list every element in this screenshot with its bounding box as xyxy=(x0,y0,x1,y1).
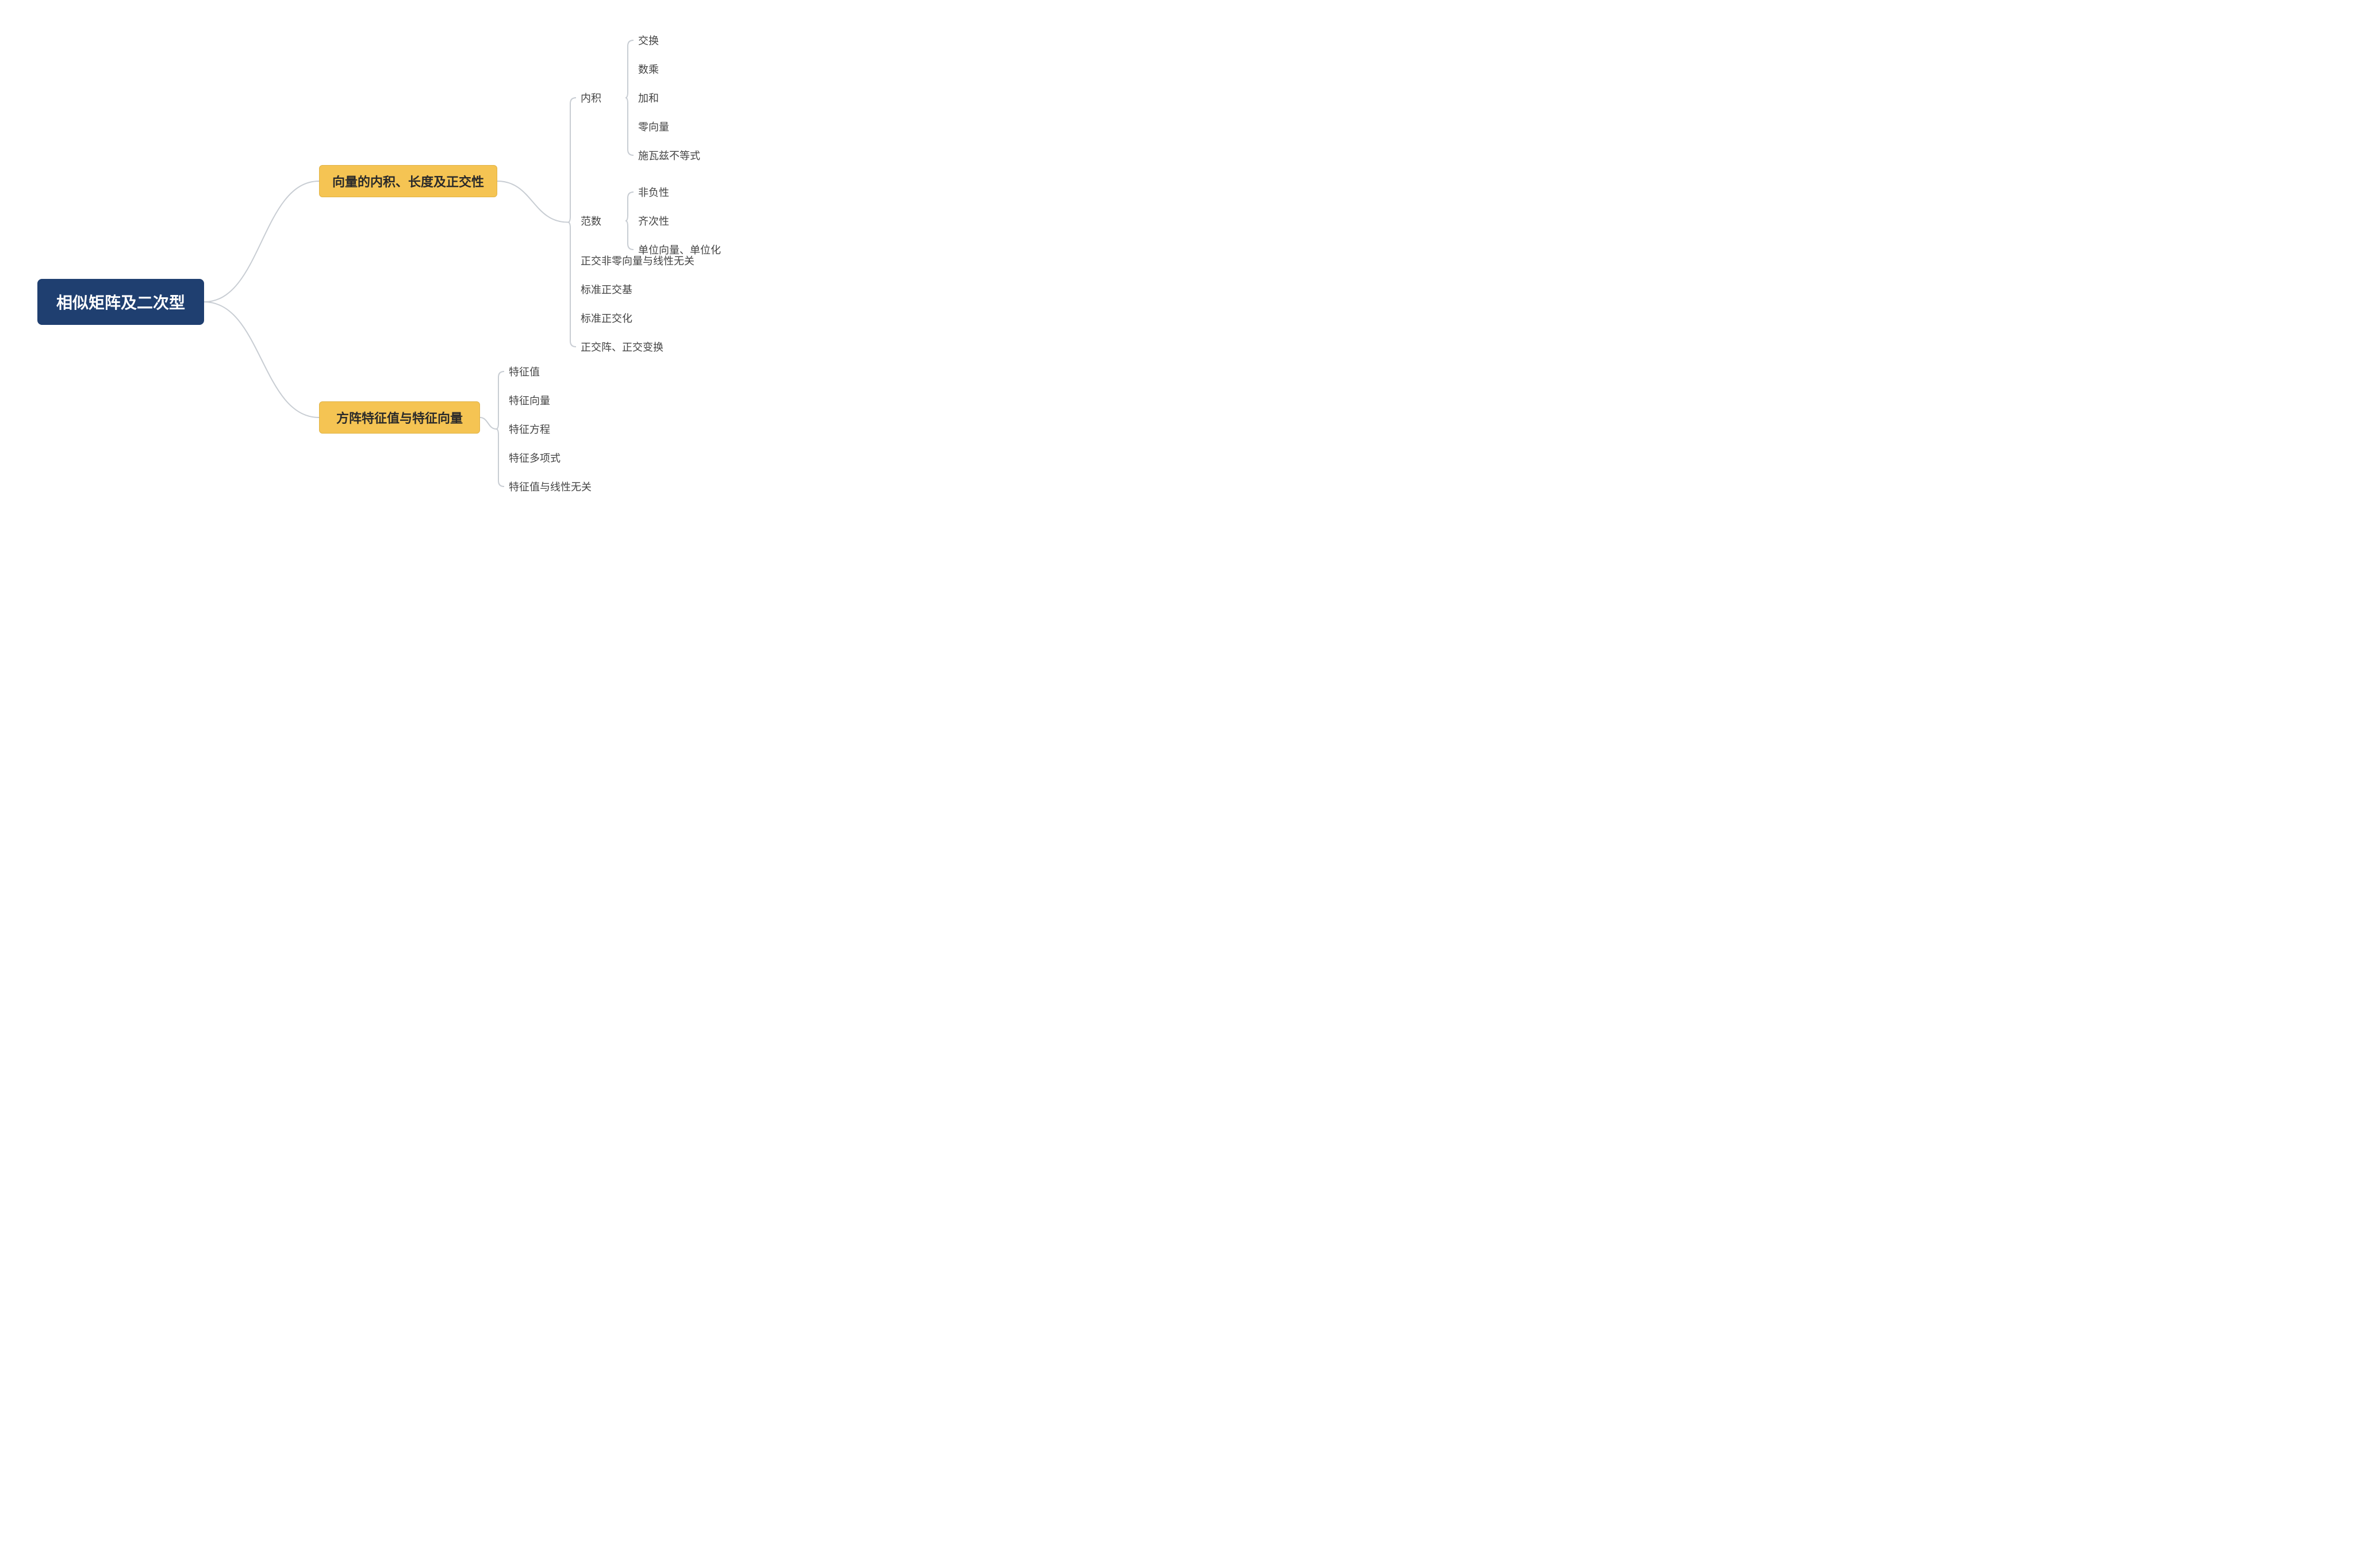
branch-2: 方阵特征值与特征向量 xyxy=(319,401,480,434)
s1-leaf-0: 交换 xyxy=(638,29,659,52)
mindmap-canvas: 相似矩阵及二次型 向量的内积、长度及正交性 交换数乘加和零向量施瓦兹不等式 内积非负性… xyxy=(0,0,793,516)
s2-leaf-0: 非负性 xyxy=(638,181,669,204)
b1-leaf-2: 标准正交化 xyxy=(581,306,632,329)
b2-leaf-1: 特征向量 xyxy=(509,389,550,412)
s1-leaf-4: 施瓦兹不等式 xyxy=(638,144,700,167)
s1-leaf-1: 数乘 xyxy=(638,58,659,81)
b2-leaf-0: 特征值 xyxy=(509,360,540,383)
s1-leaf-2: 加和 xyxy=(638,86,659,109)
root-node: 相似矩阵及二次型 xyxy=(37,279,204,325)
b1-leaf-1: 标准正交基 xyxy=(581,278,632,301)
b2-leaf-2: 特征方程 xyxy=(509,417,550,440)
sub-1: 内积 xyxy=(581,86,601,109)
b1-leaf-3: 正交阵、正交变换 xyxy=(581,335,663,358)
s1-leaf-3: 零向量 xyxy=(638,115,669,138)
b1-leaf-0: 正交非零向量与线性无关 xyxy=(581,249,694,272)
sub-2: 范数 xyxy=(581,209,601,232)
b2-leaf-3: 特征多项式 xyxy=(509,446,561,469)
s2-leaf-1: 齐次性 xyxy=(638,209,669,232)
b2-leaf-4: 特征值与线性无关 xyxy=(509,475,592,498)
branch-1: 向量的内积、长度及正交性 xyxy=(319,165,497,197)
